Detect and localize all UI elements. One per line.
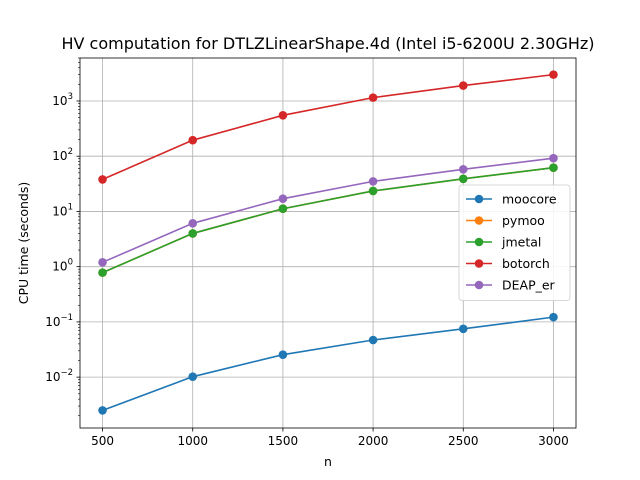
data-point xyxy=(98,406,107,415)
legend-item: jmetal xyxy=(466,235,541,250)
data-point xyxy=(278,111,288,120)
legend-label: jmetal xyxy=(501,235,541,250)
data-point xyxy=(368,177,378,186)
chart-title: HV computation for DTLZLinearShape.4d (I… xyxy=(61,34,594,53)
x-axis-label: n xyxy=(324,454,332,469)
series-line xyxy=(102,166,554,274)
legend-item: moocore xyxy=(466,192,557,207)
series-layer xyxy=(98,70,558,415)
data-point xyxy=(368,186,378,196)
data-point xyxy=(458,174,468,184)
series-botorch xyxy=(98,70,558,184)
legend-marker xyxy=(474,237,484,247)
legend-box xyxy=(458,184,571,301)
y-tick-label: 103 xyxy=(52,92,73,108)
data-point xyxy=(368,335,378,345)
data-point xyxy=(368,93,378,102)
data-point xyxy=(549,312,558,322)
legend-label: DEAP_er xyxy=(502,278,556,293)
y-tick-label: 10−2 xyxy=(45,368,73,384)
series-line xyxy=(102,316,554,412)
data-point xyxy=(188,372,198,381)
legend-item: DEAP_er xyxy=(466,278,556,293)
data-point xyxy=(549,70,558,79)
series-line xyxy=(102,157,554,264)
y-tick-label: 10−1 xyxy=(45,313,73,329)
data-point xyxy=(98,258,107,267)
x-tick-label: 1000 xyxy=(177,434,208,448)
plot-frame xyxy=(79,57,577,429)
x-tick-label: 1500 xyxy=(268,434,299,448)
data-point xyxy=(278,204,288,214)
data-point xyxy=(458,164,468,174)
data-point xyxy=(98,268,107,277)
data-point xyxy=(98,175,107,184)
series-deap-er xyxy=(98,153,558,267)
data-point xyxy=(188,135,198,145)
data-point xyxy=(278,194,288,204)
legend-item: botorch xyxy=(466,256,550,271)
legend-marker xyxy=(474,280,484,290)
series-jmetal xyxy=(98,163,558,277)
x-tick-label: 2500 xyxy=(448,434,479,448)
data-point xyxy=(458,81,468,90)
legend-label: pymoo xyxy=(502,213,545,228)
legend-item: pymoo xyxy=(466,213,545,228)
data-point xyxy=(458,324,468,334)
series-line xyxy=(102,73,554,181)
data-point xyxy=(188,219,198,228)
data-point xyxy=(188,229,198,238)
legend-marker xyxy=(474,216,484,225)
y-tick-label: 102 xyxy=(52,147,73,163)
x-tick-label: 500 xyxy=(91,434,114,448)
data-point xyxy=(278,350,288,359)
data-point xyxy=(549,153,558,163)
legend-marker xyxy=(474,259,484,268)
legend-label: moocore xyxy=(502,192,557,207)
y-tick-label: 101 xyxy=(52,202,73,218)
legend: moocore pymoo jmetal botorch DEAP_er xyxy=(458,184,571,301)
legend-label: botorch xyxy=(502,256,550,271)
x-axis: 500 1000 1500 2000 2500 3000 xyxy=(91,428,569,448)
legend-marker xyxy=(474,194,484,204)
y-tick-label: 100 xyxy=(52,258,73,274)
series-moocore xyxy=(98,312,558,415)
x-tick-label: 3000 xyxy=(538,434,569,448)
y-axis-label: CPU time (seconds) xyxy=(16,182,31,304)
y-axis: 10−2 10−1 100 101 102 103 xyxy=(45,57,80,417)
x-tick-label: 2000 xyxy=(358,434,389,448)
data-point xyxy=(549,163,558,172)
